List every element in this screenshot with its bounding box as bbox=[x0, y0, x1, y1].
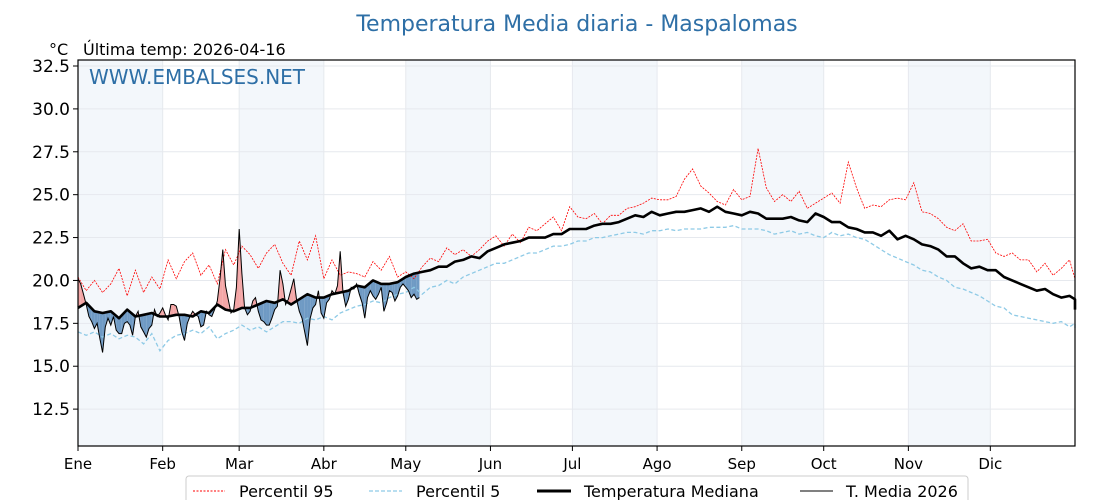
legend-label-p5: Percentil 5 bbox=[416, 482, 500, 500]
above-median-fill bbox=[225, 285, 229, 311]
below-median-fill bbox=[304, 294, 308, 346]
x-tick-label: Mar bbox=[225, 455, 254, 473]
below-median-fill bbox=[373, 280, 376, 300]
x-tick-label: May bbox=[390, 455, 421, 473]
below-median-fill bbox=[362, 286, 365, 319]
last-temp-label: Última temp: 2026-04-16 bbox=[83, 40, 286, 59]
month-shade-jul bbox=[572, 60, 658, 446]
below-median-fill bbox=[266, 301, 270, 326]
x-tick-label: Ene bbox=[64, 455, 92, 473]
below-median-fill bbox=[271, 302, 275, 319]
legend-label-p95: Percentil 95 bbox=[239, 482, 334, 500]
x-tick-label: Jul bbox=[562, 455, 581, 473]
below-median-fill bbox=[149, 313, 152, 329]
legend: Percentil 95 Percentil 5 Temperatura Med… bbox=[185, 475, 969, 500]
below-median-fill bbox=[200, 311, 204, 327]
below-median-fill bbox=[261, 302, 264, 322]
legend-box bbox=[185, 475, 969, 500]
below-median-fill bbox=[258, 303, 262, 320]
below-median-fill bbox=[143, 314, 147, 338]
above-median-fill bbox=[239, 228, 242, 310]
month-shade-mar bbox=[239, 60, 324, 446]
above-median-fill bbox=[252, 297, 256, 307]
below-median-fill bbox=[411, 273, 414, 298]
below-median-fill bbox=[118, 315, 122, 334]
below-median-fill bbox=[405, 275, 409, 291]
below-median-fill bbox=[307, 294, 311, 346]
x-tick-label: Nov bbox=[894, 455, 923, 473]
y-tick-label: 30.0 bbox=[32, 100, 70, 120]
below-median-fill bbox=[247, 307, 251, 315]
below-median-fill bbox=[389, 283, 393, 293]
percentil-5-line bbox=[77, 224, 1076, 353]
x-tick-label: Ago bbox=[643, 455, 672, 473]
x-tick-label: Jun bbox=[478, 455, 502, 473]
below-median-fill bbox=[370, 280, 374, 296]
month-shade-may bbox=[405, 60, 491, 446]
below-median-fill bbox=[321, 297, 324, 319]
y-tick-label: 12.5 bbox=[32, 400, 70, 420]
below-median-fill bbox=[367, 282, 371, 298]
median-line bbox=[77, 205, 1077, 320]
watermark: WWW.EMBALSES.NET bbox=[89, 65, 306, 89]
month-shade-sep bbox=[741, 60, 824, 446]
below-median-fill bbox=[392, 282, 395, 302]
current-year-line bbox=[77, 228, 420, 353]
above-median-fill bbox=[80, 283, 84, 307]
month-shade-ene bbox=[78, 60, 163, 446]
legend-label-current: T. Media 2026 bbox=[845, 482, 958, 500]
below-median-fill bbox=[121, 312, 125, 334]
legend-label-median: Temperatura Mediana bbox=[583, 482, 759, 500]
x-axis: Ene Feb Mar Abr May Jun Jul Ago Sep Oct Nov Dic bbox=[64, 446, 1002, 473]
percentil-95-line bbox=[77, 148, 1076, 298]
below-median-fill bbox=[108, 311, 111, 326]
below-median-fill bbox=[263, 301, 267, 326]
below-median-fill bbox=[99, 312, 103, 353]
below-median-fill bbox=[91, 308, 95, 329]
below-median-fill bbox=[116, 315, 119, 334]
above-median-fill bbox=[291, 278, 294, 305]
below-median-fill bbox=[127, 309, 130, 326]
below-median-fill bbox=[359, 286, 363, 303]
above-median-fill bbox=[78, 278, 81, 308]
above-median-fill bbox=[170, 304, 174, 316]
month-shade-nov bbox=[908, 60, 991, 446]
y-axis: 12.5 15.0 17.5 20.0 22.5 25.0 27.5 30.0 32.5 bbox=[32, 57, 78, 420]
above-median-fill bbox=[173, 304, 177, 316]
below-median-fill bbox=[397, 280, 401, 296]
below-median-fill bbox=[129, 311, 133, 336]
y-tick-label: 22.5 bbox=[32, 229, 70, 249]
below-median-fill bbox=[413, 273, 417, 300]
x-tick-label: Dic bbox=[978, 455, 1002, 473]
x-tick-label: Abr bbox=[311, 455, 338, 473]
chart-title: Temperatura Media diaria - Maspalomas bbox=[355, 12, 797, 37]
y-tick-label: 20.0 bbox=[32, 271, 70, 291]
below-median-fill bbox=[416, 272, 420, 300]
y-tick-label: 17.5 bbox=[32, 314, 70, 334]
above-median-fill bbox=[280, 270, 283, 301]
series-layer bbox=[77, 148, 1077, 353]
y-tick-label: 27.5 bbox=[32, 143, 70, 163]
below-median-fill bbox=[146, 313, 150, 338]
below-median-fill bbox=[345, 290, 349, 307]
y-tick-label: 15.0 bbox=[32, 357, 70, 377]
x-tick-label: Oct bbox=[811, 455, 837, 473]
below-median-fill bbox=[301, 295, 305, 332]
y-tick-label: 32.5 bbox=[32, 57, 70, 77]
x-tick-label: Sep bbox=[728, 455, 756, 473]
plot-frame bbox=[77, 59, 1076, 447]
x-tick-label: Feb bbox=[149, 455, 176, 473]
unit-label: °C bbox=[49, 40, 68, 59]
month-shading-layer bbox=[78, 60, 991, 446]
below-median-fill bbox=[310, 295, 313, 319]
y-tick-label: 25.0 bbox=[32, 186, 70, 206]
